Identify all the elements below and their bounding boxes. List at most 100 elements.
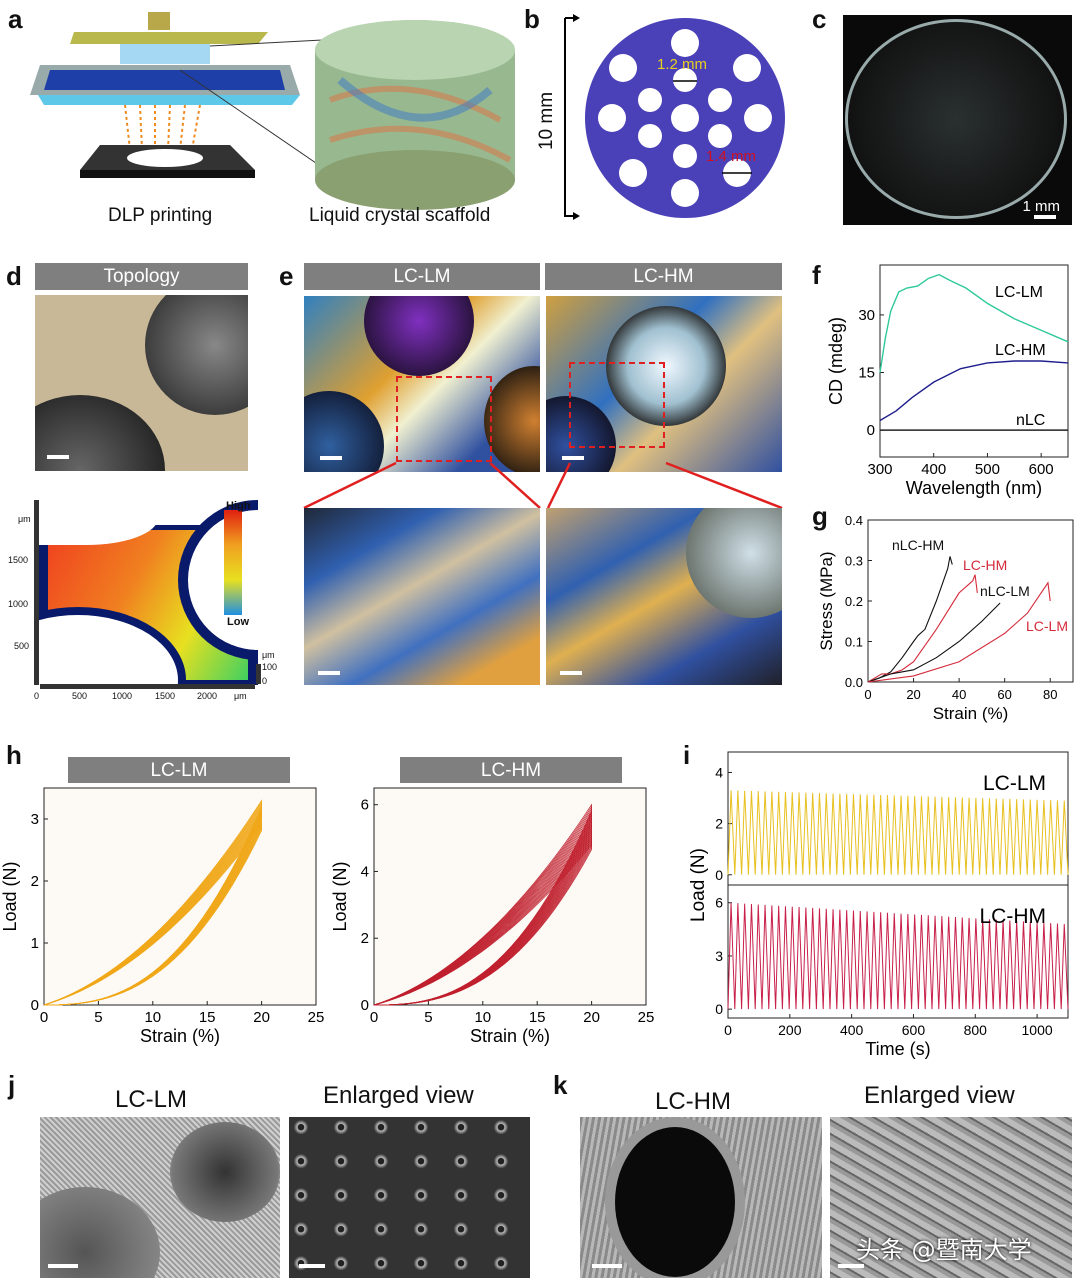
lc-hm-title: LC-HM (545, 263, 782, 290)
z-tick: 100 (262, 662, 278, 672)
x-tick-label: 0 (864, 687, 871, 702)
x-tick-label: 60 (997, 687, 1011, 702)
y-tick-label: 0 (867, 422, 875, 439)
y-axis-label: Load (N) (330, 861, 350, 931)
series-label: nLC-HM (892, 537, 944, 553)
x-tick-label: 600 (902, 1022, 926, 1038)
k-enlarged-title: Enlarged view (864, 1082, 1015, 1109)
x-axis-label: Strain (%) (470, 1026, 550, 1046)
lc-lm-sem-enlarged (289, 1117, 530, 1278)
series-label: LC-LM (995, 284, 1043, 301)
x-tick-label: 5 (424, 1009, 432, 1026)
y-tick-label: 2 (31, 873, 39, 890)
panel-label-d: d (6, 261, 22, 291)
h-left-title: LC-LM (68, 757, 290, 783)
map-x-axis (40, 684, 255, 689)
k-title: LC-HM (655, 1088, 731, 1115)
cyclic-load-line-lc-lm (727, 790, 1069, 875)
x-tick-label: 5 (94, 1009, 102, 1026)
colorbar-low: Low (227, 616, 249, 628)
series-label: LC-HM (963, 557, 1007, 573)
y-tick-label: 0.0 (845, 675, 863, 690)
y-tick-label: 30 (858, 307, 875, 324)
panel-label-i: i (683, 740, 691, 770)
scaffold-disc-diagram (585, 18, 785, 218)
small-pore-label: 1.2 mm (657, 56, 708, 73)
x-tick-label: 10 (474, 1009, 491, 1026)
series-line-nlc-lm (867, 602, 1001, 683)
x-tick-label: 40 (952, 687, 966, 702)
y-axis-label: Load (N) (688, 848, 709, 922)
x-tick-label: 300 (867, 461, 892, 478)
y-tick-label: 0.1 (845, 635, 863, 650)
z-tick: 0 (262, 676, 268, 686)
x-axis-label: Time (s) (865, 1039, 930, 1059)
x-tick-label: 20 (906, 687, 920, 702)
x-tick-label: 200 (778, 1022, 802, 1038)
map-xtick: μm (234, 691, 247, 701)
x-axis-label: Strain (%) (140, 1026, 220, 1046)
lc-lm-polarized-image (304, 296, 540, 472)
height-label: 10 mm (536, 91, 558, 151)
y-tick-label: 1 (31, 935, 39, 952)
panel-label-b: b (524, 4, 540, 34)
subplot-label: LC-LM (983, 772, 1046, 795)
x-tick-label: 400 (840, 1022, 864, 1038)
scaffold-photo: 1 mm (843, 15, 1072, 225)
map-xtick: 0 (34, 691, 40, 701)
watermark: 头条 @暨南大学 (856, 1236, 1032, 1264)
y-tick-label: 2 (361, 930, 369, 947)
y-tick-label: 0.3 (845, 554, 863, 569)
y-tick-label: 15 (858, 365, 875, 382)
panel-label-h: h (6, 740, 22, 770)
x-axis-label: Strain (%) (933, 704, 1009, 723)
series-line-lc-hm (879, 360, 1069, 422)
map-ytick: 1000 (8, 599, 29, 609)
y-tick-label: 6 (715, 895, 723, 911)
y-tick-label: 0 (715, 867, 723, 883)
scale-bar (1034, 215, 1056, 219)
lc-lm-cyclic-load-chart: 0 5 10 15 20 25 0 1 2 3 Strain (%) Load (N) (0, 787, 324, 1046)
colorbar-high: High (226, 500, 251, 512)
map-y-axis (34, 500, 39, 685)
panel-label-a: a (8, 4, 23, 34)
plot-frame (879, 264, 1069, 458)
stress-strain-chart: 0 20 40 60 80 0.0 0.1 0.2 0.3 0.4 Strain (%) Stress… (820, 513, 1074, 723)
x-tick-label: 0 (40, 1009, 48, 1026)
cyclic-load-line-lc-hm (727, 902, 1069, 1010)
load-cycle-curve (43, 824, 262, 1006)
x-tick-label: 20 (583, 1009, 600, 1026)
y-tick-label: 0.2 (845, 594, 863, 609)
series-label: nLC (1016, 412, 1045, 429)
lc-hm-polarized-image (546, 296, 782, 472)
large-pore-label: 1.4 mm (706, 148, 757, 165)
h-right-title: LC-HM (400, 757, 622, 783)
x-tick-label: 0 (724, 1022, 732, 1038)
cd-spectrum-chart: 300 400 500 600 0 15 30 Wavelength (nm) CD (mdeg… (826, 264, 1069, 498)
x-tick-label: 400 (921, 461, 946, 478)
topology-micrograph (35, 295, 248, 471)
map-xtick: 1000 (112, 691, 133, 701)
lc-hm-enlarged-image (546, 508, 782, 685)
j-title: LC-LM (115, 1086, 188, 1113)
topology-title: Topology (35, 263, 248, 290)
load-cycle-curve (373, 843, 592, 1006)
y-tick-label: 6 (361, 797, 369, 814)
plot-frame (43, 787, 317, 1006)
map-xtick: 2000 (197, 691, 218, 701)
series-line-lc-lm (879, 273, 1069, 373)
x-tick-label: 15 (529, 1009, 546, 1026)
panel-label-f: f (812, 260, 821, 290)
y-axis-label: CD (mdeg) (826, 317, 846, 405)
colorbar (224, 510, 242, 615)
x-tick-label: 20 (253, 1009, 270, 1026)
caption-dlp-printing: DLP printing (108, 205, 213, 226)
map-ytick: 1500 (8, 555, 29, 565)
lc-lm-enlarged-image (304, 508, 540, 685)
y-tick-label: 2 (715, 816, 723, 832)
y-tick-label: 0.4 (845, 513, 863, 528)
panel-label-g: g (812, 501, 828, 531)
series-label: LC-LM (1026, 618, 1068, 634)
y-axis-label: Stress (MPa) (820, 551, 836, 650)
x-tick-label: 15 (199, 1009, 216, 1026)
